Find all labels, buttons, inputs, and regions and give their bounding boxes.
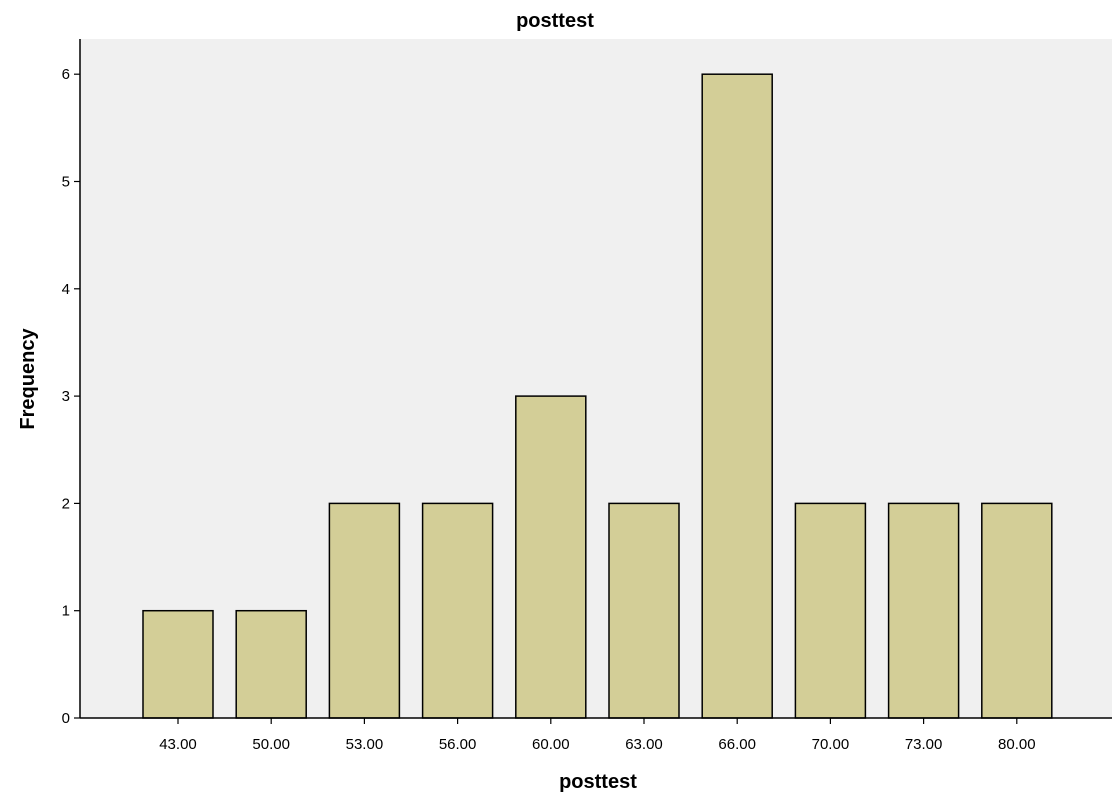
bar-50.00 <box>235 609 307 719</box>
bar-66.00 <box>701 73 773 719</box>
y-tick-label-1: 1 <box>62 603 70 620</box>
y-tick-label-0: 0 <box>62 710 70 727</box>
bar-73.00 <box>887 502 960 719</box>
x-tick-label-70.00: 70.00 <box>812 736 850 753</box>
bar-63.00 <box>608 502 680 719</box>
y-tick-label-5: 5 <box>62 174 70 191</box>
x-tick-label-63.00: 63.00 <box>625 736 663 753</box>
x-tick-label-73.00: 73.00 <box>905 736 943 753</box>
x-tick-label-50.00: 50.00 <box>252 736 290 753</box>
bars-layer <box>142 73 1053 719</box>
axes-layer: 0 1 2 3 4 5 6 43.00 50.00 53.00 56.00 60.00 63.00 66.… <box>62 39 1112 753</box>
bar-53.00 <box>328 502 401 719</box>
bar-70.00 <box>794 502 867 719</box>
x-tick-label-43.00: 43.00 <box>159 736 197 753</box>
x-tick-label-66.00: 66.00 <box>718 736 756 753</box>
x-axis-title: posttest <box>559 771 637 793</box>
x-tick-label-60.00: 60.00 <box>532 736 570 753</box>
y-tick-label-6: 6 <box>62 66 70 83</box>
bar-80.00 <box>981 502 1053 719</box>
chart-title: posttest <box>516 10 594 32</box>
x-tick-label-56.00: 56.00 <box>439 736 477 753</box>
y-tick-label-3: 3 <box>62 388 70 405</box>
x-tick-label-80.00: 80.00 <box>998 736 1036 753</box>
bar-60.00 <box>515 395 587 719</box>
y-axis-title: Frequency <box>17 328 39 430</box>
x-tick-label-53.00: 53.00 <box>346 736 384 753</box>
bar-43.00 <box>142 609 214 719</box>
y-tick-label-2: 2 <box>62 495 70 512</box>
bar-56.00 <box>421 502 494 719</box>
y-tick-label-4: 4 <box>62 281 70 298</box>
